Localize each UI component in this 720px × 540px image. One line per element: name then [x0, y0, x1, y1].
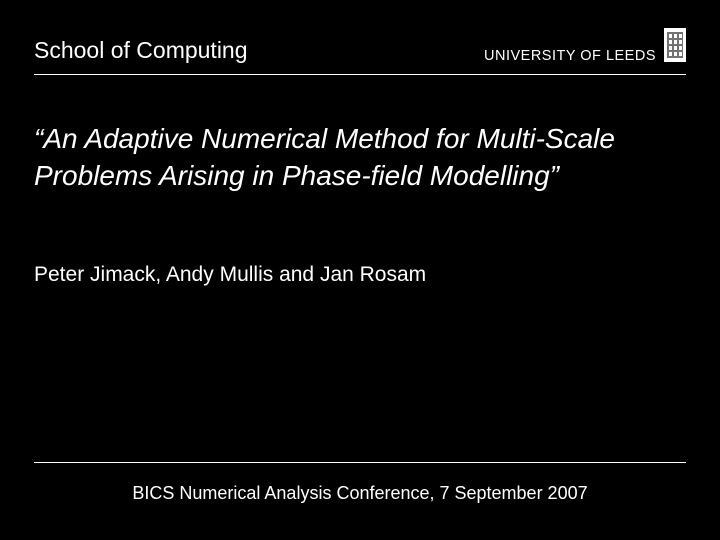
spacer [34, 287, 686, 462]
school-name: School of Computing [34, 37, 248, 64]
university-logo: UNIVERSITY OF LEEDS [484, 28, 686, 64]
slide: School of Computing UNIVERSITY OF LEEDS … [0, 0, 720, 540]
tower-icon [664, 28, 686, 62]
logo-text: UNIVERSITY OF LEEDS [484, 48, 656, 64]
presentation-title: “An Adaptive Numerical Method for Multi-… [34, 121, 634, 195]
authors: Peter Jimack, Andy Mullis and Jan Rosam [34, 263, 686, 287]
header: School of Computing UNIVERSITY OF LEEDS [34, 28, 686, 74]
conference-footer: BICS Numerical Analysis Conference, 7 Se… [34, 483, 686, 504]
divider-bottom [34, 462, 686, 463]
divider-top [34, 74, 686, 75]
